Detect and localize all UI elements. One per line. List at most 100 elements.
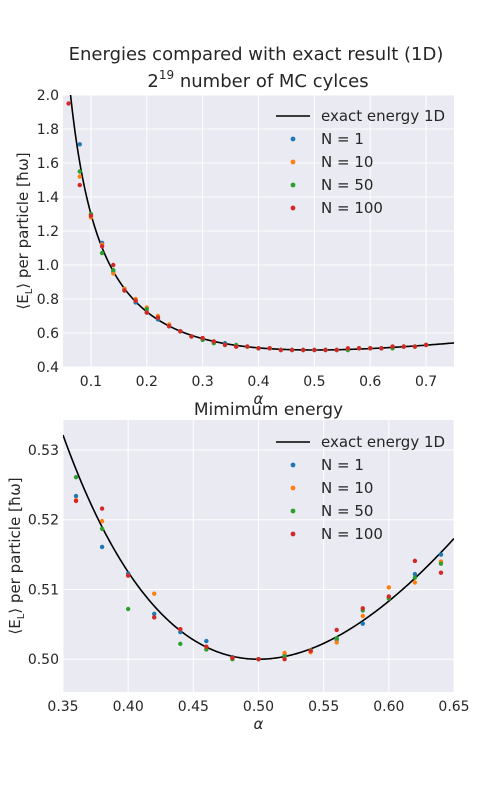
- data-point: [345, 346, 351, 351]
- y-label-sub: L: [16, 613, 27, 619]
- y-tick-label: 1.6: [37, 156, 59, 172]
- data-point: [334, 627, 339, 633]
- x-tick-label: 0.4: [247, 374, 269, 390]
- y-tick-label: 1.2: [37, 224, 59, 240]
- data-point: [233, 344, 239, 349]
- x-tick-label: 0.50: [243, 699, 274, 715]
- data-point: [77, 142, 82, 147]
- data-point: [245, 344, 250, 349]
- data-point: [308, 648, 313, 654]
- x-tick-label: 0.5: [303, 374, 325, 390]
- series-n100: [73, 498, 444, 662]
- y-tick-label: 0.4: [37, 360, 59, 376]
- subtitle-exponent: 19: [159, 68, 174, 82]
- y-label-part: ⟨E: [14, 294, 32, 309]
- data-point: [144, 310, 149, 315]
- x-tick-label: 0.6: [359, 374, 381, 390]
- data-point: [282, 650, 287, 656]
- legend-entry: N = 100: [321, 525, 383, 543]
- data-point: [412, 575, 418, 580]
- data-point: [438, 570, 444, 575]
- x-tick-label: 0.45: [178, 699, 209, 715]
- legend-entry: exact energy 1D: [321, 107, 445, 125]
- y-axis-label: ⟨EL⟩ per particle [ħω]: [6, 477, 27, 634]
- data-point: [230, 655, 235, 661]
- data-point: [111, 271, 116, 276]
- legend-marker: [290, 508, 296, 514]
- x-tick-label: 0.60: [373, 699, 404, 715]
- y-tick-label: 2.0: [37, 88, 59, 104]
- data-point: [178, 641, 183, 647]
- data-point: [66, 101, 71, 106]
- data-point: [412, 580, 418, 585]
- data-point: [360, 606, 365, 611]
- data-point: [152, 615, 157, 620]
- legend-entry: N = 50: [321, 502, 373, 520]
- data-point: [73, 474, 79, 480]
- data-point: [99, 506, 105, 511]
- data-point: [204, 644, 209, 649]
- data-point: [144, 307, 149, 312]
- data-point: [312, 347, 317, 353]
- y-tick-label: 1.0: [37, 258, 59, 274]
- y-label-part: ⟨E: [6, 619, 24, 634]
- x-axis-label: α: [254, 390, 264, 408]
- y-axis-label: ⟨EL⟩ per particle [ħω]: [14, 152, 35, 309]
- figure-subtitle: 219 number of MC cylces: [147, 68, 368, 92]
- x-axis-label: α: [254, 715, 264, 733]
- x-tick-label: 0.65: [438, 699, 469, 715]
- legend-marker: [290, 159, 296, 165]
- data-point: [125, 606, 131, 612]
- legend: exact energy 1D N = 1 N = 10 N = 50 N = 100: [276, 433, 445, 543]
- legend-marker: [290, 205, 296, 211]
- data-point: [111, 262, 116, 268]
- x-tick-label: 0.7: [415, 374, 437, 390]
- data-point: [77, 169, 82, 174]
- series-n100: [66, 101, 429, 353]
- y-tick-label: 1.8: [37, 122, 59, 138]
- data-point: [334, 347, 339, 353]
- data-point: [412, 344, 418, 349]
- data-point: [152, 611, 157, 617]
- data-point: [386, 594, 392, 599]
- legend-entry: N = 1: [321, 456, 364, 474]
- data-point: [368, 346, 373, 351]
- data-point: [423, 342, 429, 348]
- y-tick-label: 0.53: [28, 443, 59, 459]
- legend: exact energy 1D N = 1 N = 10 N = 50 N = 100: [276, 107, 445, 217]
- legend-marker: [290, 182, 296, 188]
- data-point: [99, 518, 105, 524]
- y-tick-label: 0.51: [28, 582, 59, 598]
- y-label-sub: L: [24, 288, 35, 294]
- x-tick-label: 0.3: [192, 374, 214, 390]
- data-point: [73, 498, 79, 504]
- data-point: [289, 347, 295, 353]
- x-tick-label: 0.55: [308, 699, 339, 715]
- data-point: [99, 526, 105, 531]
- data-point: [401, 344, 406, 349]
- data-point: [77, 182, 82, 188]
- x-tick-label: 0.35: [47, 699, 78, 715]
- bottom-chart: 0.35 0.40 0.45 0.50 0.55 0.60 0.65 0.50 0.51 0.52…: [6, 400, 470, 733]
- subtitle-base: 2: [147, 71, 158, 92]
- data-point: [99, 250, 105, 256]
- y-tick-label: 0.52: [28, 513, 59, 529]
- data-point: [379, 346, 384, 351]
- data-point: [88, 213, 94, 218]
- x-tick-label: 0.1: [80, 374, 102, 390]
- y-label-rest: ⟩ per particle [ħω]: [6, 477, 24, 613]
- data-point: [386, 585, 392, 590]
- data-point: [438, 561, 444, 566]
- data-point: [133, 298, 138, 303]
- data-point: [155, 315, 161, 320]
- data-point: [300, 347, 306, 353]
- data-point: [189, 334, 194, 339]
- data-point: [360, 621, 365, 626]
- legend-entry: N = 50: [321, 176, 373, 194]
- y-label-rest: ⟩ per particle [ħω]: [14, 152, 32, 288]
- data-point: [256, 346, 261, 351]
- data-point: [73, 493, 79, 499]
- data-point: [438, 552, 444, 557]
- data-point: [152, 591, 157, 596]
